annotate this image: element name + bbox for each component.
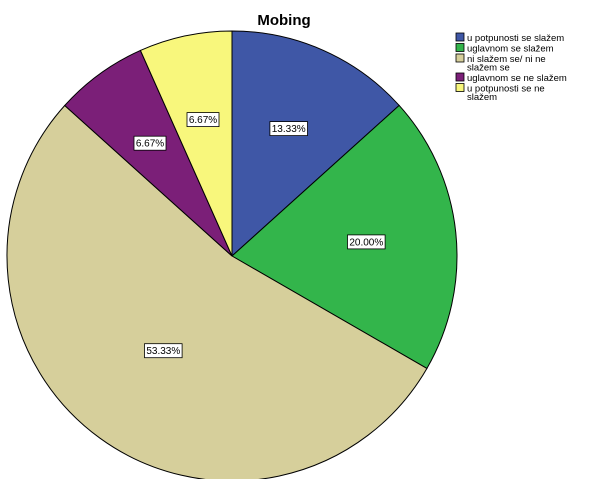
pie-slice bbox=[139, 30, 233, 257]
legend-item: uglavnom se slažem bbox=[455, 43, 554, 55]
svg-text:6.67%: 6.67% bbox=[136, 139, 164, 150]
slice-data-label: 13.33% bbox=[269, 121, 308, 136]
legend-label: u potpunosti se ne slažem bbox=[467, 84, 545, 104]
legend-swatch bbox=[455, 72, 465, 82]
svg-text:20.00%: 20.00% bbox=[349, 237, 383, 248]
slice-data-label: 6.67% bbox=[133, 135, 167, 151]
pie-slices bbox=[6, 30, 458, 479]
legend-swatch bbox=[455, 53, 465, 63]
legend-label: ni slažem se/ ni ne slažem se bbox=[467, 54, 546, 74]
pie-slice bbox=[231, 30, 400, 258]
legend-label: uglavnom se ne slažem bbox=[467, 73, 567, 84]
slice-data-label: 20.00% bbox=[347, 234, 386, 250]
legend-item: ni slažem se/ ni ne slažem se bbox=[455, 53, 546, 74]
legend-swatch bbox=[455, 43, 465, 52]
pie-data-labels: 13.33% 20.00% 53.33% 6.67% 6.67% bbox=[133, 112, 386, 359]
legend-swatch bbox=[455, 32, 465, 42]
svg-text:53.33%: 53.33% bbox=[146, 346, 180, 357]
pie-slice bbox=[231, 104, 458, 370]
svg-text:6.67%: 6.67% bbox=[189, 115, 217, 126]
legend-item: uglavnom se ne slažem bbox=[455, 72, 567, 84]
chart-title: Mobing bbox=[257, 12, 310, 29]
legend-swatch bbox=[455, 83, 465, 92]
legend-item: u potpunosti se ne slažem bbox=[455, 83, 545, 104]
slice-data-label: 6.67% bbox=[186, 112, 220, 127]
legend-item: u potpunosti se slažem bbox=[455, 32, 564, 44]
legend-label: u potpunosti se slažem bbox=[467, 33, 564, 44]
pie-slice bbox=[6, 104, 428, 479]
legend-label: uglavnom se slažem bbox=[467, 44, 554, 55]
svg-text:13.33%: 13.33% bbox=[272, 124, 306, 135]
slice-data-label: 53.33% bbox=[144, 343, 183, 359]
